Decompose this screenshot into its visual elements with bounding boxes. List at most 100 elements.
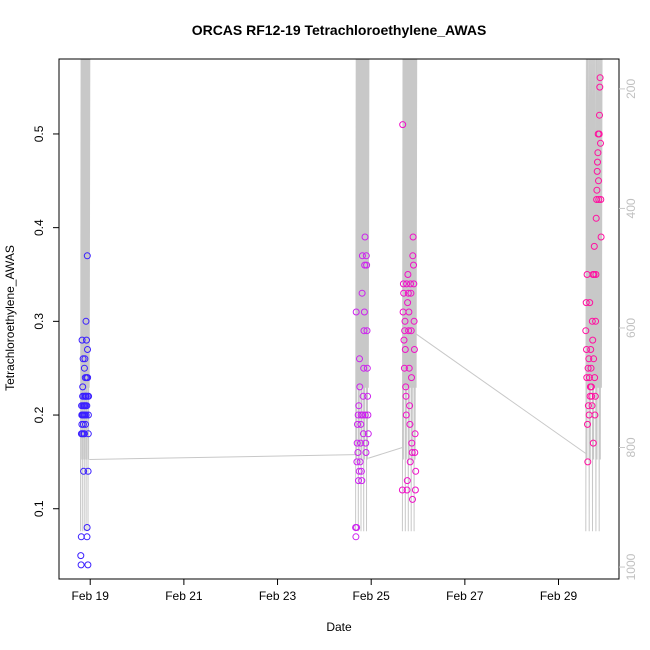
data-point bbox=[583, 374, 591, 382]
data-point bbox=[597, 139, 604, 147]
data-point bbox=[587, 346, 595, 353]
y-tick-label: 0.5 bbox=[32, 125, 46, 142]
data-point bbox=[591, 411, 599, 419]
y-tick-label: 0.2 bbox=[32, 406, 46, 423]
data-point bbox=[357, 467, 365, 475]
data-point bbox=[81, 355, 89, 363]
data-point bbox=[590, 242, 598, 250]
data-point bbox=[357, 420, 365, 428]
data-point bbox=[402, 383, 410, 391]
data-point bbox=[405, 364, 413, 372]
right-tick-label: 800 bbox=[624, 437, 638, 457]
data-point bbox=[79, 420, 87, 428]
data-point bbox=[360, 308, 368, 316]
data-point bbox=[355, 467, 363, 475]
data-point bbox=[400, 364, 408, 372]
data-point bbox=[588, 392, 596, 400]
data-point bbox=[410, 261, 417, 269]
right-tick-label: 1000 bbox=[624, 553, 638, 580]
data-point bbox=[410, 346, 418, 353]
data-point bbox=[596, 83, 604, 91]
data-point bbox=[356, 355, 363, 363]
data-point bbox=[589, 439, 597, 447]
data-point bbox=[355, 402, 363, 410]
data-point bbox=[405, 308, 413, 316]
data-point bbox=[79, 383, 87, 391]
data-point bbox=[363, 327, 371, 335]
data-point bbox=[84, 411, 92, 419]
data-point bbox=[353, 524, 361, 531]
data-point bbox=[360, 364, 368, 372]
data-point bbox=[82, 411, 90, 419]
data-point bbox=[359, 392, 367, 400]
data-point bbox=[586, 299, 594, 307]
data-point bbox=[402, 392, 410, 400]
data-point bbox=[584, 364, 592, 372]
data-point bbox=[77, 552, 85, 560]
chart-title: ORCAS RF12-19 Tetrachloroethylene_AWAS bbox=[192, 22, 487, 38]
x-axis-label: Date bbox=[326, 620, 352, 634]
x-tick-label: Feb 27 bbox=[446, 589, 484, 603]
axes: Feb 19 Feb 21 Feb 23 Feb 25 Feb 27 Feb 29 0.1 0… bbox=[32, 58, 638, 603]
data-point bbox=[409, 233, 417, 241]
data-point bbox=[587, 383, 595, 391]
data-point bbox=[585, 374, 593, 382]
pressure-flight-trace bbox=[401, 58, 418, 532]
right-tick-label: 400 bbox=[624, 198, 638, 218]
data-point bbox=[594, 149, 602, 157]
data-point bbox=[400, 289, 408, 297]
data-point bbox=[83, 402, 91, 410]
data-point bbox=[84, 561, 92, 569]
pressure-trace bbox=[80, 58, 603, 532]
x-tick-label: Feb 19 bbox=[72, 589, 110, 603]
data-point bbox=[596, 74, 604, 82]
data-point bbox=[408, 374, 415, 382]
data-point bbox=[363, 364, 371, 372]
data-point bbox=[364, 392, 372, 400]
data-point bbox=[591, 392, 599, 400]
data-point bbox=[584, 458, 592, 466]
data-points bbox=[77, 74, 605, 569]
x-tick-label: Feb 25 bbox=[353, 589, 391, 603]
data-point bbox=[358, 252, 366, 260]
data-point bbox=[404, 299, 412, 307]
data-point bbox=[354, 449, 362, 456]
data-point bbox=[407, 289, 415, 297]
data-point bbox=[595, 177, 602, 185]
data-point bbox=[406, 420, 414, 428]
data-point bbox=[77, 533, 85, 541]
data-point bbox=[353, 458, 361, 466]
data-point bbox=[405, 327, 413, 335]
data-point bbox=[584, 402, 592, 410]
data-point bbox=[409, 252, 417, 260]
data-point bbox=[408, 449, 416, 456]
data-point bbox=[83, 533, 91, 541]
data-point bbox=[354, 420, 361, 428]
data-point bbox=[357, 439, 364, 447]
data-point bbox=[593, 196, 601, 203]
data-point bbox=[406, 458, 414, 466]
pressure-transit-line bbox=[89, 454, 356, 460]
data-point bbox=[354, 411, 362, 419]
data-point bbox=[360, 327, 368, 335]
data-point bbox=[590, 355, 598, 363]
data-point bbox=[588, 317, 596, 325]
data-point bbox=[83, 336, 90, 344]
data-point bbox=[84, 467, 92, 475]
data-point bbox=[408, 439, 416, 447]
data-point bbox=[401, 317, 409, 325]
data-point bbox=[582, 299, 590, 307]
x-tick-label: Feb 23 bbox=[259, 589, 297, 603]
data-point bbox=[355, 477, 362, 485]
right-tick-label: 600 bbox=[624, 318, 638, 338]
data-point bbox=[595, 130, 603, 138]
data-point bbox=[410, 317, 418, 325]
data-point bbox=[404, 271, 412, 278]
data-point bbox=[597, 233, 605, 241]
data-point bbox=[406, 402, 414, 410]
data-point bbox=[403, 486, 411, 494]
y-tick-label: 0.4 bbox=[32, 219, 46, 236]
pressure-flight-trace bbox=[80, 58, 91, 532]
data-point bbox=[362, 449, 370, 456]
